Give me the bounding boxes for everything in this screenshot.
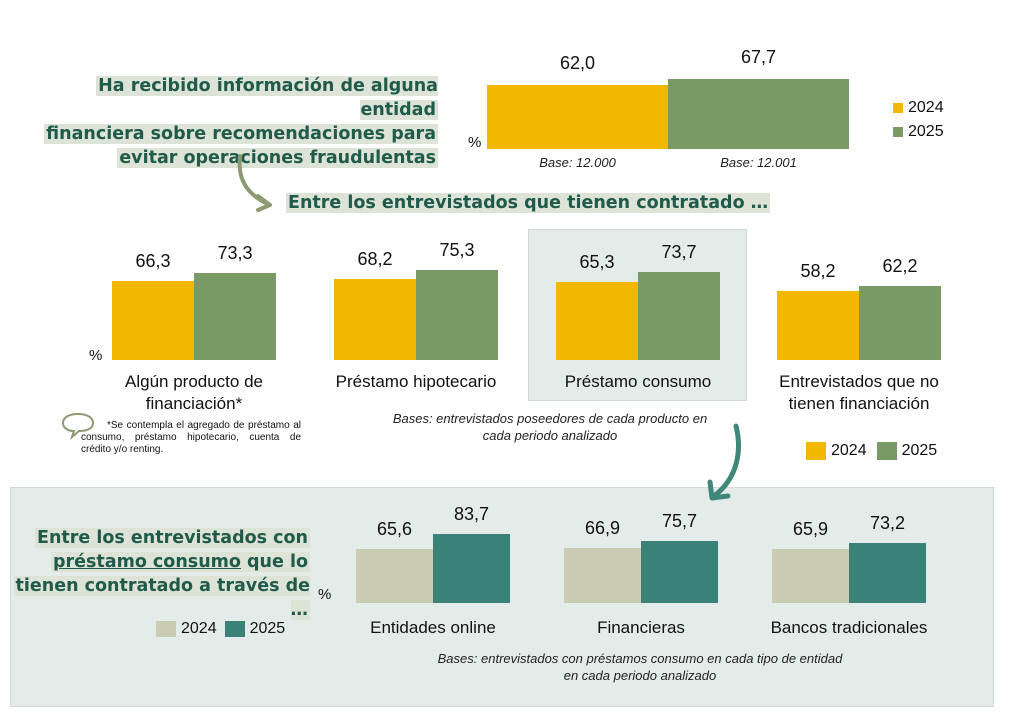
bottom-title-line-1: Entre los entrevistados con (34, 528, 310, 548)
legend-item-2025: 2025 (876, 442, 938, 460)
bar-2025 (641, 540, 718, 603)
bar-2024 (356, 549, 433, 603)
bar-2025 (433, 534, 510, 603)
legend-item-2025: 2025 (224, 620, 286, 638)
data-label-2024: 65,6 (376, 519, 413, 540)
category-label: Financieras (597, 618, 685, 637)
legend-label-2025: 2025 (249, 620, 286, 637)
category-label-line: Préstamo consumo (564, 372, 712, 391)
legend-item-2024: 2024 (806, 442, 867, 460)
legend-item-2024: 2024 (156, 620, 217, 638)
legend-label-2024: 2024 (831, 442, 867, 459)
legend-label-2024: 2024 (908, 99, 944, 116)
bottom-bases-note: Bases: entrevistados con préstamos consu… (380, 650, 900, 684)
middle-bases-line-1: Bases: entrevistados poseedores de cada … (392, 411, 708, 426)
data-label-2025: 73,7 (661, 242, 697, 263)
bar-2024 (564, 548, 641, 603)
middle-title-text: Entre los entrevistados que tienen contr… (286, 193, 771, 213)
top-legend: 2024 2025 (893, 99, 944, 141)
bottom-title-underlined: préstamo consumo (52, 552, 241, 572)
base-label-2024: Base: 12.000 (539, 155, 616, 170)
top-title-line-3: evitar operaciones fraudulentas (117, 148, 438, 168)
top-chart-unit: % (468, 134, 482, 151)
category-label-line: tienen financiación (788, 394, 930, 413)
data-label-2024: 58,2 (800, 260, 836, 281)
legend-swatch-2025 (224, 621, 245, 637)
bottom-question-title: Entre los entrevistados con préstamo con… (10, 526, 310, 622)
category-label-line: Préstamo hipotecario (335, 372, 497, 391)
data-label-2025: 83,7 (453, 504, 490, 525)
bar-2024 (334, 278, 416, 360)
bar-2024 (777, 290, 859, 360)
data-label-2025: 62,2 (882, 255, 918, 276)
bar-2025 (194, 272, 276, 360)
data-label-2024: 68,2 (357, 248, 393, 269)
bar-2024 (772, 548, 849, 603)
legend-label-2024: 2024 (181, 620, 217, 637)
speech-bubble-icon (61, 412, 95, 441)
legend-item-2024: 2024 (893, 99, 944, 117)
data-label-2025: 73,3 (217, 242, 253, 263)
curved-arrow-icon (237, 154, 272, 212)
middle-chart: 66,3 73,3 Algún producto de financiación* 68… (0, 230, 1024, 430)
middle-chart-unit: % (89, 347, 103, 364)
bottom-bases-line-1: Bases: entrevistados con préstamos consu… (437, 651, 843, 666)
category-label: Entidades online (370, 618, 496, 637)
data-label-2024: 66,3 (135, 251, 171, 272)
data-label-2025: 75,3 (439, 240, 475, 261)
category-label-line: Entrevistados que no (779, 372, 939, 391)
category-label: Algún producto de financiación* (82, 371, 306, 415)
data-label-2024: 62,0 (559, 53, 596, 74)
data-label-2025: 73,2 (869, 512, 906, 533)
legend-swatch-2024 (806, 442, 826, 460)
bar-2025 (849, 542, 926, 603)
category-label-line: financiación* (145, 394, 243, 413)
bottom-title-line-2-rest: que lo (240, 552, 308, 572)
data-label-2025: 75,7 (661, 510, 698, 531)
bottom-chart-unit: % (318, 586, 332, 603)
bar-2025 (638, 272, 720, 360)
bar-2024 (487, 85, 668, 149)
middle-legend: 2024 2025 (806, 442, 937, 460)
category-label: Entrevistados que no tienen financiación (747, 371, 971, 415)
data-label-2024: 66,9 (584, 518, 621, 539)
bar-2024 (112, 281, 194, 360)
legend-swatch-2024 (156, 621, 176, 637)
middle-bases-line-2: cada periodo analizado (482, 428, 618, 443)
middle-section-title: Entre los entrevistados que tienen contr… (286, 191, 771, 215)
top-question-title: Ha recibido información de alguna entida… (30, 74, 438, 170)
legend-label-2025: 2025 (908, 123, 944, 140)
legend-swatch-2025 (893, 127, 903, 137)
legend-swatch-2024 (893, 103, 903, 113)
base-label-2025: Base: 12.001 (720, 155, 797, 170)
bar-2025 (416, 270, 498, 360)
footnote-text: *Se contempla el agregado de préstamo al… (81, 420, 301, 455)
bottom-chart: 65,6 83,7 Entidades online 66,9 75,7 Financie… (0, 490, 1024, 650)
bottom-title-line-2: préstamo consumo que lo (50, 552, 310, 572)
category-label: Préstamo consumo (526, 371, 750, 393)
curved-arrow-icon (707, 423, 741, 501)
data-label-2025: 67,7 (740, 47, 777, 68)
data-label-2024: 65,9 (792, 518, 829, 539)
bar-2025 (668, 79, 849, 149)
data-label-2024: 65,3 (579, 252, 615, 273)
bar-2025 (859, 285, 941, 360)
category-label: Préstamo hipotecario (304, 371, 528, 393)
legend-swatch-2025 (876, 442, 897, 460)
bottom-legend: 2024 2025 (156, 620, 285, 638)
middle-bases-note: Bases: entrevistados poseedores de cada … (360, 410, 740, 444)
top-title-line-2: financiera sobre recomendaciones para (44, 124, 438, 144)
bar-2024 (556, 282, 638, 360)
category-label-line: Algún producto de (125, 372, 263, 391)
legend-item-2025: 2025 (893, 123, 944, 141)
category-label: Bancos tradicionales (770, 618, 928, 637)
legend-label-2025: 2025 (901, 442, 938, 459)
top-title-line-1: Ha recibido información de alguna entida… (96, 76, 438, 120)
bottom-bases-line-2: en cada periodo analizado (563, 668, 717, 683)
top-chart: 62,0 Base: 12.000 67,7 Base: 12.001 (440, 40, 900, 180)
